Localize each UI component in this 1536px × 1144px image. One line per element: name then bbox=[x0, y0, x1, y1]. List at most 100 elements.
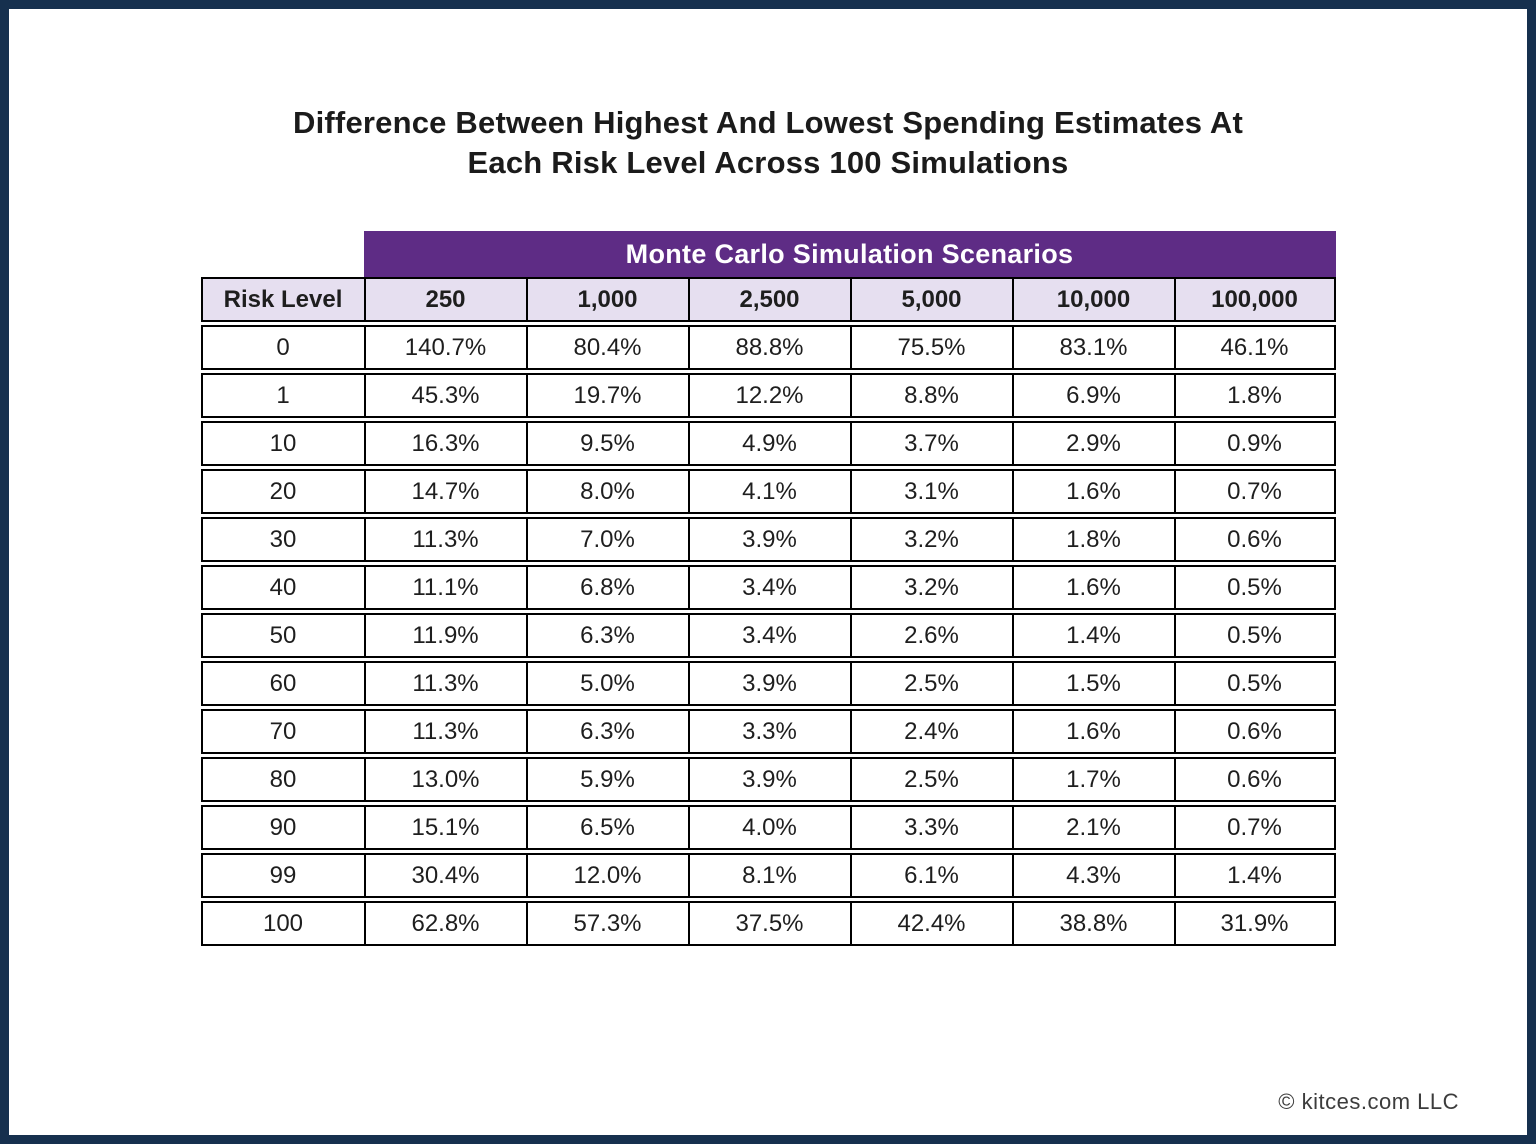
value-cell: 3.9% bbox=[687, 757, 850, 802]
risk-level-cell: 1 bbox=[200, 373, 364, 418]
title-line-1: Difference Between Highest And Lowest Sp… bbox=[293, 105, 1243, 140]
value-cell: 7.0% bbox=[525, 517, 688, 562]
value-cell: 16.3% bbox=[363, 421, 526, 466]
risk-level-cell: 90 bbox=[200, 805, 364, 850]
table-row: 0 140.7% 80.4% 88.8% 75.5% 83.1% 46.1% bbox=[200, 325, 1336, 370]
risk-level-cell: 50 bbox=[200, 613, 364, 658]
risk-level-cell: 99 bbox=[200, 853, 364, 898]
value-cell: 2.5% bbox=[849, 757, 1012, 802]
table-row: 20 14.7% 8.0% 4.1% 3.1% 1.6% 0.7% bbox=[200, 469, 1336, 514]
value-cell: 2.5% bbox=[849, 661, 1012, 706]
value-cell: 1.4% bbox=[1173, 853, 1336, 898]
value-cell: 3.9% bbox=[687, 661, 850, 706]
risk-level-cell: 70 bbox=[200, 709, 364, 754]
scenario-column-header: 250 bbox=[363, 277, 526, 322]
value-cell: 0.5% bbox=[1173, 613, 1336, 658]
value-cell: 3.9% bbox=[687, 517, 850, 562]
table-row: 90 15.1% 6.5% 4.0% 3.3% 2.1% 0.7% bbox=[200, 805, 1336, 850]
value-cell: 3.2% bbox=[849, 517, 1012, 562]
value-cell: 31.9% bbox=[1173, 901, 1336, 946]
table-row: 40 11.1% 6.8% 3.4% 3.2% 1.6% 0.5% bbox=[200, 565, 1336, 610]
scenario-column-header: 2,500 bbox=[687, 277, 850, 322]
table-row: 30 11.3% 7.0% 3.9% 3.2% 1.8% 0.6% bbox=[200, 517, 1336, 562]
value-cell: 38.8% bbox=[1011, 901, 1174, 946]
value-cell: 6.5% bbox=[525, 805, 688, 850]
value-cell: 4.3% bbox=[1011, 853, 1174, 898]
risk-level-cell: 10 bbox=[200, 421, 364, 466]
value-cell: 37.5% bbox=[687, 901, 850, 946]
table-row: 70 11.3% 6.3% 3.3% 2.4% 1.6% 0.6% bbox=[200, 709, 1336, 754]
value-cell: 62.8% bbox=[363, 901, 526, 946]
value-cell: 2.6% bbox=[849, 613, 1012, 658]
simulation-table: Monte Carlo Simulation Scenarios Risk Le… bbox=[200, 231, 1336, 949]
value-cell: 5.9% bbox=[525, 757, 688, 802]
value-cell: 45.3% bbox=[363, 373, 526, 418]
risk-level-cell: 20 bbox=[200, 469, 364, 514]
value-cell: 6.1% bbox=[849, 853, 1012, 898]
value-cell: 3.4% bbox=[687, 613, 850, 658]
group-header-band: Monte Carlo Simulation Scenarios bbox=[363, 231, 1336, 277]
value-cell: 0.6% bbox=[1173, 517, 1336, 562]
table-row: 99 30.4% 12.0% 8.1% 6.1% 4.3% 1.4% bbox=[200, 853, 1336, 898]
value-cell: 2.4% bbox=[849, 709, 1012, 754]
value-cell: 46.1% bbox=[1173, 325, 1336, 370]
value-cell: 0.9% bbox=[1173, 421, 1336, 466]
table-row: 1 45.3% 19.7% 12.2% 8.8% 6.9% 1.8% bbox=[200, 373, 1336, 418]
value-cell: 1.6% bbox=[1011, 565, 1174, 610]
copyright-notice: © kitces.com LLC bbox=[1278, 1089, 1459, 1114]
group-header-label: Monte Carlo Simulation Scenarios bbox=[625, 238, 1074, 269]
value-cell: 3.4% bbox=[687, 565, 850, 610]
value-cell: 5.0% bbox=[525, 661, 688, 706]
value-cell: 1.4% bbox=[1011, 613, 1174, 658]
value-cell: 140.7% bbox=[363, 325, 526, 370]
risk-level-cell: 30 bbox=[200, 517, 364, 562]
value-cell: 57.3% bbox=[525, 901, 688, 946]
table-row: 60 11.3% 5.0% 3.9% 2.5% 1.5% 0.5% bbox=[200, 661, 1336, 706]
value-cell: 3.1% bbox=[849, 469, 1012, 514]
value-cell: 0.5% bbox=[1173, 661, 1336, 706]
value-cell: 11.3% bbox=[363, 661, 526, 706]
value-cell: 11.1% bbox=[363, 565, 526, 610]
value-cell: 1.6% bbox=[1011, 709, 1174, 754]
page-title: Difference Between Highest And Lowest Sp… bbox=[9, 103, 1527, 183]
risk-level-cell: 80 bbox=[200, 757, 364, 802]
value-cell: 30.4% bbox=[363, 853, 526, 898]
scenario-column-header: 10,000 bbox=[1011, 277, 1174, 322]
value-cell: 3.3% bbox=[687, 709, 850, 754]
scenario-column-header: 100,000 bbox=[1173, 277, 1336, 322]
value-cell: 15.1% bbox=[363, 805, 526, 850]
value-cell: 0.6% bbox=[1173, 757, 1336, 802]
value-cell: 3.3% bbox=[849, 805, 1012, 850]
risk-level-cell: 40 bbox=[200, 565, 364, 610]
value-cell: 3.7% bbox=[849, 421, 1012, 466]
scenario-column-header: 1,000 bbox=[525, 277, 688, 322]
table-body: 0 140.7% 80.4% 88.8% 75.5% 83.1% 46.1% 1 45.3% 19… bbox=[200, 325, 1336, 946]
value-cell: 2.9% bbox=[1011, 421, 1174, 466]
value-cell: 1.8% bbox=[1173, 373, 1336, 418]
value-cell: 8.0% bbox=[525, 469, 688, 514]
value-cell: 6.3% bbox=[525, 709, 688, 754]
risk-level-table: Risk Level 250 1,000 2,500 5,000 10,000 100,0… bbox=[200, 274, 1336, 949]
risk-level-header: Risk Level bbox=[200, 277, 364, 322]
value-cell: 4.1% bbox=[687, 469, 850, 514]
value-cell: 1.7% bbox=[1011, 757, 1174, 802]
value-cell: 1.8% bbox=[1011, 517, 1174, 562]
value-cell: 4.0% bbox=[687, 805, 850, 850]
value-cell: 2.1% bbox=[1011, 805, 1174, 850]
table-row: 50 11.9% 6.3% 3.4% 2.6% 1.4% 0.5% bbox=[200, 613, 1336, 658]
value-cell: 12.0% bbox=[525, 853, 688, 898]
value-cell: 11.9% bbox=[363, 613, 526, 658]
value-cell: 42.4% bbox=[849, 901, 1012, 946]
value-cell: 0.7% bbox=[1173, 805, 1336, 850]
value-cell: 12.2% bbox=[687, 373, 850, 418]
header-row: Risk Level 250 1,000 2,500 5,000 10,000 100,0… bbox=[200, 277, 1336, 322]
value-cell: 1.6% bbox=[1011, 469, 1174, 514]
table-row: 100 62.8% 57.3% 37.5% 42.4% 38.8% 31.9% bbox=[200, 901, 1336, 946]
table-row: 80 13.0% 5.9% 3.9% 2.5% 1.7% 0.6% bbox=[200, 757, 1336, 802]
value-cell: 75.5% bbox=[849, 325, 1012, 370]
value-cell: 0.7% bbox=[1173, 469, 1336, 514]
value-cell: 8.8% bbox=[849, 373, 1012, 418]
value-cell: 0.6% bbox=[1173, 709, 1336, 754]
value-cell: 4.9% bbox=[687, 421, 850, 466]
